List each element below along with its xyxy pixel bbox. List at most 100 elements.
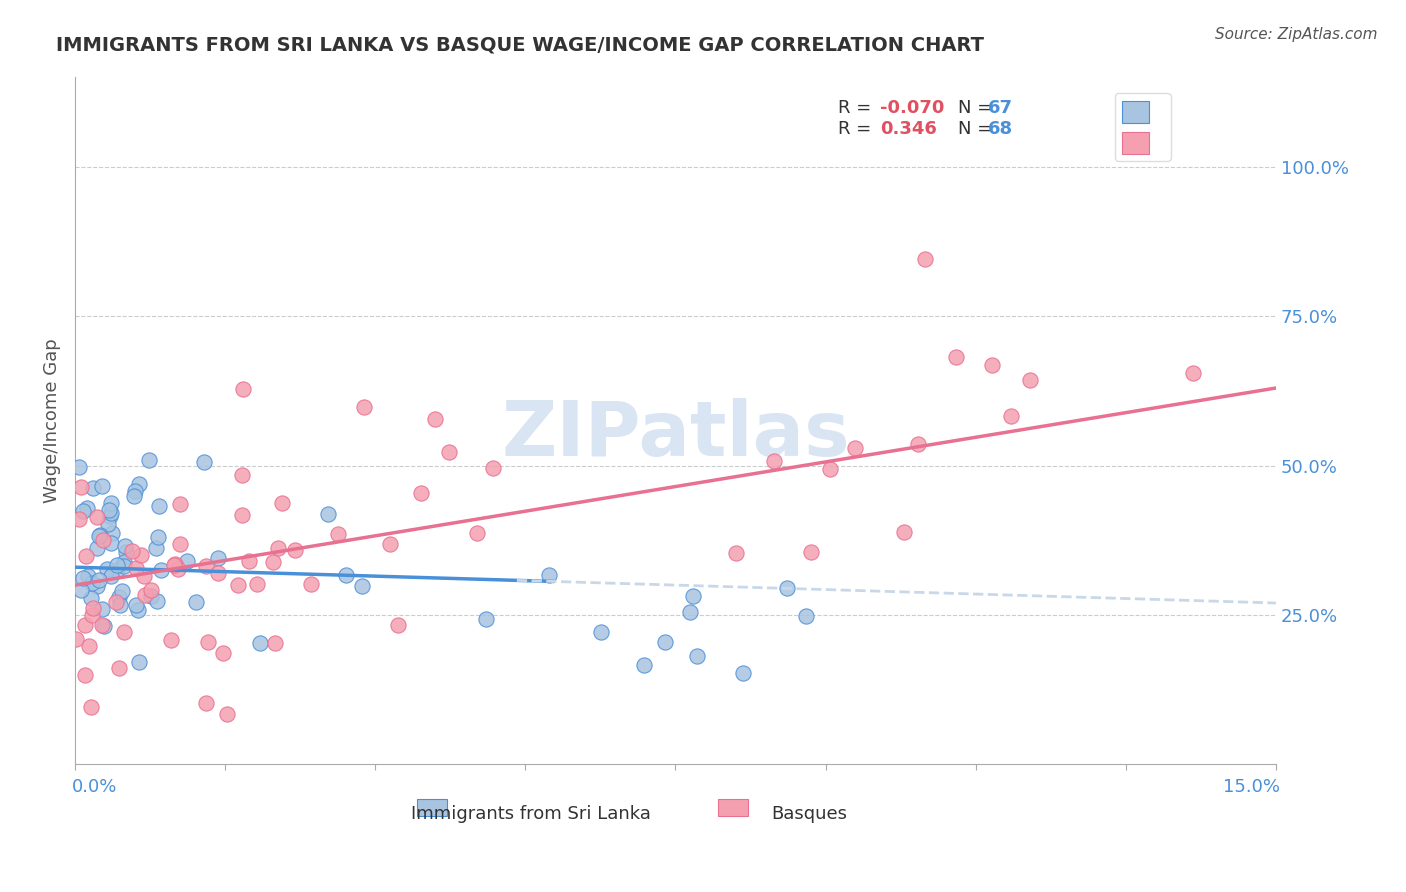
Bar — [717, 798, 748, 816]
Point — [105, 558, 128, 572]
Text: N =: N = — [957, 99, 998, 118]
Bar — [418, 798, 447, 816]
Point — [104, 595, 127, 609]
Point — [108, 598, 131, 612]
Text: -0.070: -0.070 — [880, 99, 943, 118]
Point — [271, 496, 294, 510]
Point — [654, 634, 676, 648]
Text: 0.346: 0.346 — [880, 120, 936, 138]
Point — [82, 601, 104, 615]
Point — [335, 568, 357, 582]
Text: R =: R = — [838, 120, 883, 138]
Point — [226, 577, 249, 591]
Point — [380, 537, 402, 551]
Point — [91, 533, 114, 548]
Point — [107, 590, 129, 604]
Text: N =: N = — [957, 120, 998, 138]
Point — [128, 477, 150, 491]
Point — [67, 460, 90, 475]
Point — [387, 617, 409, 632]
Point — [93, 618, 115, 632]
Text: 15.0%: 15.0% — [1223, 778, 1279, 796]
Point — [591, 625, 613, 640]
Point — [105, 563, 128, 577]
Point — [762, 453, 785, 467]
Point — [165, 557, 187, 571]
Point — [70, 583, 93, 598]
Point — [131, 548, 153, 562]
Point — [682, 590, 704, 604]
Text: IMMIGRANTS FROM SRI LANKA VS BASQUE WAGE/INCOME GAP CORRELATION CHART: IMMIGRANTS FROM SRI LANKA VS BASQUE WAGE… — [56, 36, 984, 54]
Point — [98, 503, 121, 517]
Point — [80, 576, 103, 591]
Point — [246, 577, 269, 591]
Point — [77, 639, 100, 653]
Point — [914, 252, 936, 266]
Point — [186, 595, 208, 609]
Y-axis label: Wage/Income Gap: Wage/Income Gap — [44, 338, 60, 503]
Point — [146, 594, 169, 608]
Point — [100, 569, 122, 583]
Point — [67, 512, 90, 526]
Point — [101, 526, 124, 541]
Point — [90, 479, 112, 493]
Point — [125, 561, 148, 575]
Point — [115, 544, 138, 558]
Point — [725, 546, 748, 560]
Point — [818, 462, 841, 476]
Point — [149, 563, 172, 577]
Point — [231, 467, 253, 482]
Point — [100, 536, 122, 550]
Point — [89, 574, 111, 588]
Point — [86, 579, 108, 593]
Point — [474, 611, 496, 625]
Point — [70, 479, 93, 493]
Point — [122, 489, 145, 503]
Point — [169, 497, 191, 511]
Point — [776, 581, 799, 595]
Point — [350, 579, 373, 593]
Point — [121, 544, 143, 558]
Point — [138, 453, 160, 467]
Point — [249, 636, 271, 650]
Point — [75, 667, 97, 681]
Point — [467, 526, 489, 541]
Point — [945, 350, 967, 364]
Point — [65, 632, 87, 647]
Point — [980, 358, 1002, 372]
Point — [679, 606, 702, 620]
Text: 0.0%: 0.0% — [72, 778, 117, 796]
Point — [409, 485, 432, 500]
Point — [75, 549, 97, 563]
Point — [112, 559, 135, 574]
Point — [141, 589, 163, 603]
Point — [114, 539, 136, 553]
Point — [100, 496, 122, 510]
Point — [111, 583, 134, 598]
Point — [89, 528, 111, 542]
Point — [316, 507, 339, 521]
Point — [844, 441, 866, 455]
Text: Basques: Basques — [772, 805, 848, 823]
Point — [145, 541, 167, 555]
Point — [163, 558, 186, 573]
Text: R =: R = — [838, 99, 876, 118]
Point — [96, 517, 118, 532]
Point — [207, 566, 229, 581]
Point — [197, 635, 219, 649]
Point — [124, 483, 146, 498]
Point — [127, 603, 149, 617]
Text: Immigrants from Sri Lanka: Immigrants from Sri Lanka — [412, 805, 651, 823]
Point — [176, 554, 198, 568]
Point — [212, 647, 235, 661]
Point — [794, 609, 817, 624]
Point — [353, 400, 375, 414]
Point — [90, 601, 112, 615]
Point — [326, 527, 349, 541]
Text: Source: ZipAtlas.com: Source: ZipAtlas.com — [1215, 27, 1378, 42]
Point — [77, 569, 100, 583]
Point — [232, 382, 254, 396]
Point — [148, 499, 170, 513]
Point — [195, 696, 218, 710]
Point — [299, 576, 322, 591]
